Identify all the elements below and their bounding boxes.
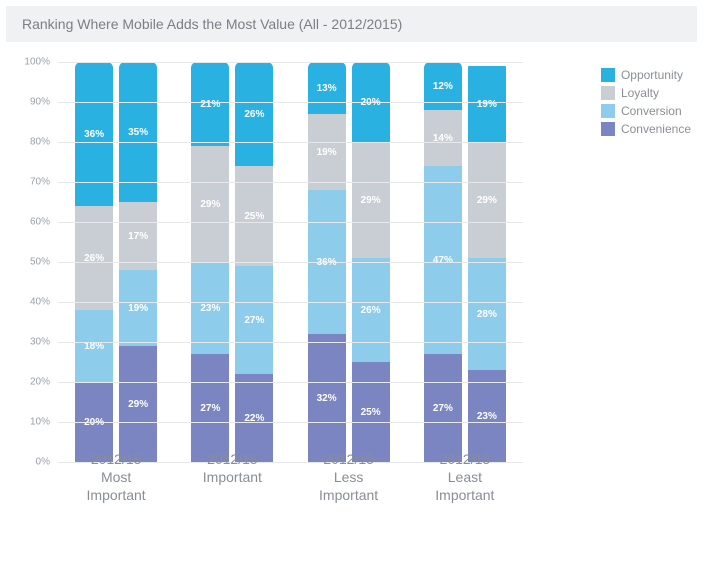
bar-segment-conversion: 27% [235, 266, 273, 374]
bar-segment-convenience: 32% [308, 334, 346, 462]
grid-line [58, 222, 523, 223]
bar-segment-loyalty: 25% [235, 166, 273, 266]
segment-value: 32% [317, 393, 337, 404]
y-axis-label: 0% [36, 457, 58, 468]
segment-value: 19% [477, 99, 497, 110]
x-axis-labels: 2012/15MostImportant2012/15Important2012… [58, 444, 523, 505]
grid-line [58, 182, 523, 183]
y-axis-label: 20% [30, 377, 58, 388]
y-axis-label: 90% [30, 97, 58, 108]
legend-swatch [601, 86, 615, 100]
chart-area: 20%18%26%36%29%19%17%35%27%23%29%21%22%2… [58, 62, 663, 462]
y-axis-label: 40% [30, 297, 58, 308]
grid-line [58, 422, 523, 423]
x-axis-label: 2012/15LessImportant [291, 444, 407, 505]
y-axis-label: 30% [30, 337, 58, 348]
bar-segment-conversion: 19% [119, 270, 157, 346]
segment-value: 27% [244, 315, 264, 326]
segment-value: 29% [128, 399, 148, 410]
x-axis-label: 2012/15Important [174, 444, 290, 505]
bar-segment-conversion: 28% [468, 258, 506, 370]
segment-value: 25% [244, 211, 264, 222]
bar-segment-opportunity: 26% [235, 62, 273, 166]
legend-label: Convenience [621, 122, 691, 136]
bar-segment-conversion: 23% [191, 262, 229, 354]
segment-value: 47% [433, 255, 453, 266]
bar-segment-loyalty: 29% [468, 142, 506, 258]
bar-segment-loyalty: 19% [308, 114, 346, 190]
bar-segment-loyalty: 29% [352, 142, 390, 258]
grid-line [58, 262, 523, 263]
segment-value: 17% [128, 231, 148, 242]
grid-line [58, 302, 523, 303]
bar-segment-conversion: 26% [352, 258, 390, 362]
y-axis-label: 80% [30, 137, 58, 148]
segment-value: 23% [477, 411, 497, 422]
bar-segment-opportunity: 19% [468, 66, 506, 142]
legend-swatch [601, 122, 615, 136]
bar-segment-opportunity: 13% [308, 62, 346, 114]
grid-line [58, 382, 523, 383]
segment-value: 21% [200, 99, 220, 110]
segment-value: 29% [361, 195, 381, 206]
legend-item-conversion: Conversion [601, 104, 691, 118]
segment-value: 35% [128, 127, 148, 138]
segment-value: 25% [361, 407, 381, 418]
bar-segment-conversion: 18% [75, 310, 113, 382]
legend-label: Loyalty [621, 86, 659, 100]
legend-label: Conversion [621, 104, 682, 118]
segment-value: 26% [244, 109, 264, 120]
segment-value: 23% [200, 303, 220, 314]
legend-item-opportunity: Opportunity [601, 68, 691, 82]
bar-segment-opportunity: 36% [75, 62, 113, 206]
legend-item-convenience: Convenience [601, 122, 691, 136]
legend-swatch [601, 104, 615, 118]
y-axis-label: 50% [30, 257, 58, 268]
segment-value: 19% [317, 147, 337, 158]
bar-segment-opportunity: 35% [119, 62, 157, 202]
y-axis-label: 60% [30, 217, 58, 228]
segment-value: 27% [433, 403, 453, 414]
segment-value: 28% [477, 309, 497, 320]
bar-segment-loyalty: 17% [119, 202, 157, 270]
chart-title-bar: Ranking Where Mobile Adds the Most Value… [6, 6, 697, 42]
legend-item-loyalty: Loyalty [601, 86, 691, 100]
segment-value: 36% [84, 129, 104, 140]
segment-value: 29% [477, 195, 497, 206]
legend: Opportunity Loyalty Conversion Convenience [601, 68, 691, 140]
bar-segment-opportunity: 21% [191, 62, 229, 146]
x-axis-label: 2012/15MostImportant [58, 444, 174, 505]
legend-label: Opportunity [621, 68, 683, 82]
grid-line [58, 342, 523, 343]
chart-container: Ranking Where Mobile Adds the Most Value… [0, 6, 703, 584]
segment-value: 26% [361, 305, 381, 316]
bar-segment-conversion: 47% [424, 166, 462, 354]
segment-value: 12% [433, 81, 453, 92]
grid-line [58, 102, 523, 103]
y-axis-label: 100% [24, 57, 58, 68]
segment-value: 27% [200, 403, 220, 414]
y-axis-label: 70% [30, 177, 58, 188]
bar-segment-loyalty: 29% [191, 146, 229, 262]
legend-swatch [601, 68, 615, 82]
grid-line [58, 142, 523, 143]
bar-segment-loyalty: 14% [424, 110, 462, 166]
segment-value: 13% [317, 83, 337, 94]
grid-line [58, 62, 523, 63]
segment-value: 29% [200, 199, 220, 210]
y-axis-label: 10% [30, 417, 58, 428]
chart-title: Ranking Where Mobile Adds the Most Value… [22, 16, 681, 32]
segment-value: 19% [128, 303, 148, 314]
plot-region: 20%18%26%36%29%19%17%35%27%23%29%21%22%2… [58, 62, 523, 462]
x-axis-label: 2012/15LeastImportant [407, 444, 523, 505]
